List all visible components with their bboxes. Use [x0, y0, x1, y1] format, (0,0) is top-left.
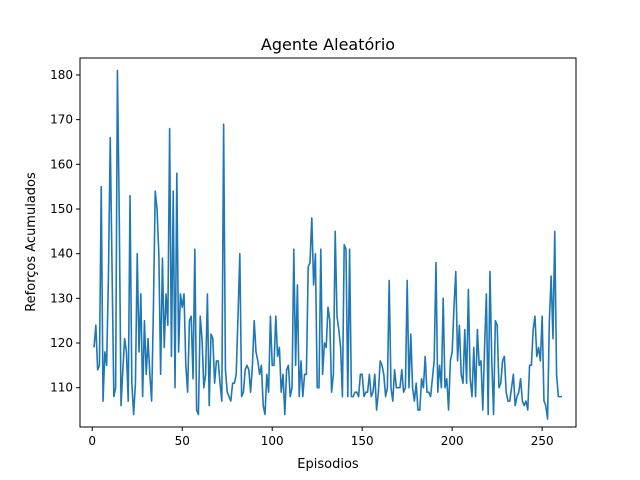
x-tick-label: 150: [351, 434, 374, 448]
chart-title: Agente Aleatório: [261, 35, 395, 54]
x-tick-label: 250: [531, 434, 554, 448]
y-tick-label: 120: [50, 336, 73, 350]
y-tick-label: 110: [50, 381, 73, 395]
y-tick-label: 140: [50, 247, 73, 261]
plot-area: 0 50 100 150 200 250 110 120 130 140 150 160 170 180: [50, 57, 577, 448]
axes-frame: [79, 57, 577, 428]
y-tick-label: 170: [50, 113, 73, 127]
x-axis-label: Episodios: [297, 457, 359, 472]
y-tick-label: 160: [50, 157, 73, 171]
y-tick-label: 180: [50, 68, 73, 82]
x-tick-label: 0: [88, 434, 96, 448]
x-tick-label: 200: [441, 434, 464, 448]
y-axis-label: Reforços Acumulados: [24, 172, 39, 312]
y-tick-label: 130: [50, 291, 73, 305]
x-tick-label: 100: [261, 434, 284, 448]
series-line-0: [93, 69, 562, 420]
y-tick-label: 150: [50, 202, 73, 216]
x-tick-label: 50: [175, 434, 190, 448]
